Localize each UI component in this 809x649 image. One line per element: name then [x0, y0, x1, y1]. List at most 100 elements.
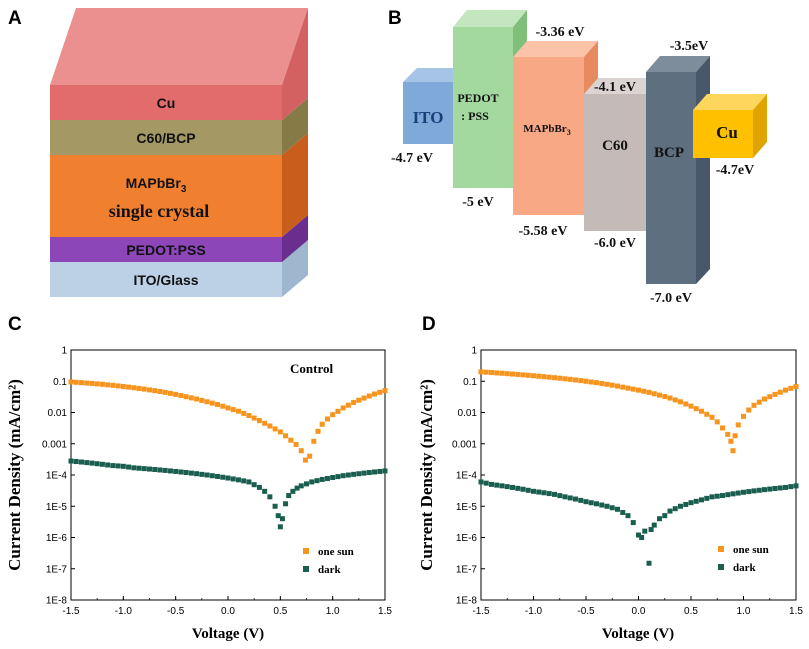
point-dark: [767, 486, 773, 492]
x-tick-label: 0.0: [632, 606, 646, 617]
point-one-sun: [162, 389, 168, 395]
point-one-sun: [730, 448, 736, 454]
chart-c: C -1.5 -1.0 -0.5 0.0 0.5 1.0 1.5 1 0.1 0.01 0.001 1…: [5, 314, 392, 642]
point-one-sun: [230, 407, 236, 413]
point-one-sun: [235, 408, 241, 414]
point-one-sun: [302, 457, 308, 463]
point-one-sun: [557, 375, 563, 381]
y-tick-label: 1E-4: [46, 471, 68, 482]
point-one-sun: [541, 374, 547, 380]
point-one-sun: [167, 390, 173, 396]
point-dark: [73, 459, 79, 465]
panel-d-letter: D: [422, 314, 436, 335]
point-one-sun: [688, 403, 694, 409]
point-one-sun: [546, 374, 552, 380]
point-one-sun: [178, 393, 184, 399]
point-dark: [725, 492, 731, 498]
level-bcp-bottom: -7.0 eV: [650, 291, 692, 306]
point-dark: [662, 513, 668, 519]
point-dark: [562, 494, 568, 500]
point-dark: [126, 464, 132, 470]
x-tick-label: 0.5: [684, 606, 698, 617]
point-dark: [235, 477, 241, 483]
material-label-pedot-2: : PSS: [461, 109, 489, 123]
point-one-sun: [762, 396, 767, 402]
point-one-sun: [494, 370, 500, 376]
level-c60-bottom: -6.0 eV: [594, 236, 636, 251]
point-one-sun: [714, 419, 720, 425]
point-one-sun: [319, 421, 325, 427]
y-tick-label: 1E-8: [46, 596, 68, 607]
y-tick-label: 0.01: [48, 408, 68, 419]
point-one-sun: [298, 448, 304, 454]
level-mapbbr3-bottom: -5.58 eV: [519, 224, 568, 239]
point-dark: [510, 484, 515, 490]
y-tick-label: 1E-6: [46, 533, 68, 544]
y-tick-label: 0.01: [458, 408, 478, 419]
x-axis-label-d: Voltage (V): [602, 626, 674, 642]
point-dark: [361, 470, 367, 476]
point-one-sun: [657, 392, 662, 398]
point-dark: [604, 503, 610, 509]
point-one-sun: [311, 438, 317, 444]
block-bcp: [646, 56, 710, 284]
point-one-sun: [267, 423, 273, 429]
layer-mapbbr3: [50, 133, 308, 237]
point-one-sun: [615, 383, 620, 389]
legend-marker-one-sun-d: [718, 546, 724, 552]
point-dark: [372, 469, 378, 475]
material-label-bcp: BCP: [654, 145, 684, 161]
point-one-sun: [152, 388, 158, 394]
block-cu: [693, 94, 767, 158]
point-one-sun: [209, 400, 215, 406]
point-dark: [730, 491, 736, 497]
layer-label-ito: ITO/Glass: [133, 272, 198, 288]
point-dark: [94, 461, 100, 467]
panel-b: B: [388, 8, 767, 306]
point-dark: [515, 485, 521, 491]
point-one-sun: [356, 397, 362, 403]
point-dark: [735, 490, 741, 496]
point-one-sun: [704, 411, 710, 417]
point-dark: [646, 560, 652, 566]
point-one-sun: [335, 408, 341, 414]
legend-label-dark-c: dark: [318, 564, 342, 576]
point-one-sun: [173, 391, 179, 397]
point-one-sun: [625, 385, 631, 391]
point-dark: [178, 469, 184, 475]
y-tick-label: 1E-6: [456, 533, 478, 544]
point-dark: [762, 487, 767, 493]
point-one-sun: [525, 372, 531, 378]
point-one-sun: [767, 394, 773, 400]
layer-c60-bcp: [50, 98, 308, 155]
point-dark: [578, 497, 584, 503]
point-dark: [199, 471, 205, 477]
y-tick-label: 0.1: [463, 377, 477, 388]
point-dark: [594, 501, 599, 507]
point-one-sun: [777, 389, 783, 395]
x-axis-label-c: Voltage (V): [192, 626, 264, 642]
point-one-sun: [599, 380, 605, 386]
point-one-sun: [241, 410, 247, 416]
point-one-sun: [662, 394, 668, 400]
point-dark: [345, 472, 351, 478]
point-one-sun: [147, 387, 152, 393]
point-dark: [309, 479, 315, 485]
point-dark: [366, 470, 372, 476]
point-dark: [157, 467, 163, 473]
point-one-sun: [630, 386, 636, 392]
y-tick-label: 1E-7: [456, 564, 478, 575]
point-dark: [136, 465, 142, 471]
point-dark: [286, 493, 292, 499]
point-one-sun: [515, 371, 521, 377]
point-one-sun: [126, 384, 132, 390]
point-one-sun: [783, 387, 788, 393]
point-dark: [277, 524, 283, 530]
point-one-sun: [262, 420, 268, 426]
legend-marker-dark-d: [718, 564, 724, 570]
layer-label-c60-bcp: C60/BCP: [136, 130, 195, 146]
point-one-sun: [636, 387, 641, 393]
point-one-sun: [788, 385, 794, 391]
point-one-sun: [510, 371, 515, 377]
point-one-sun: [251, 415, 257, 421]
